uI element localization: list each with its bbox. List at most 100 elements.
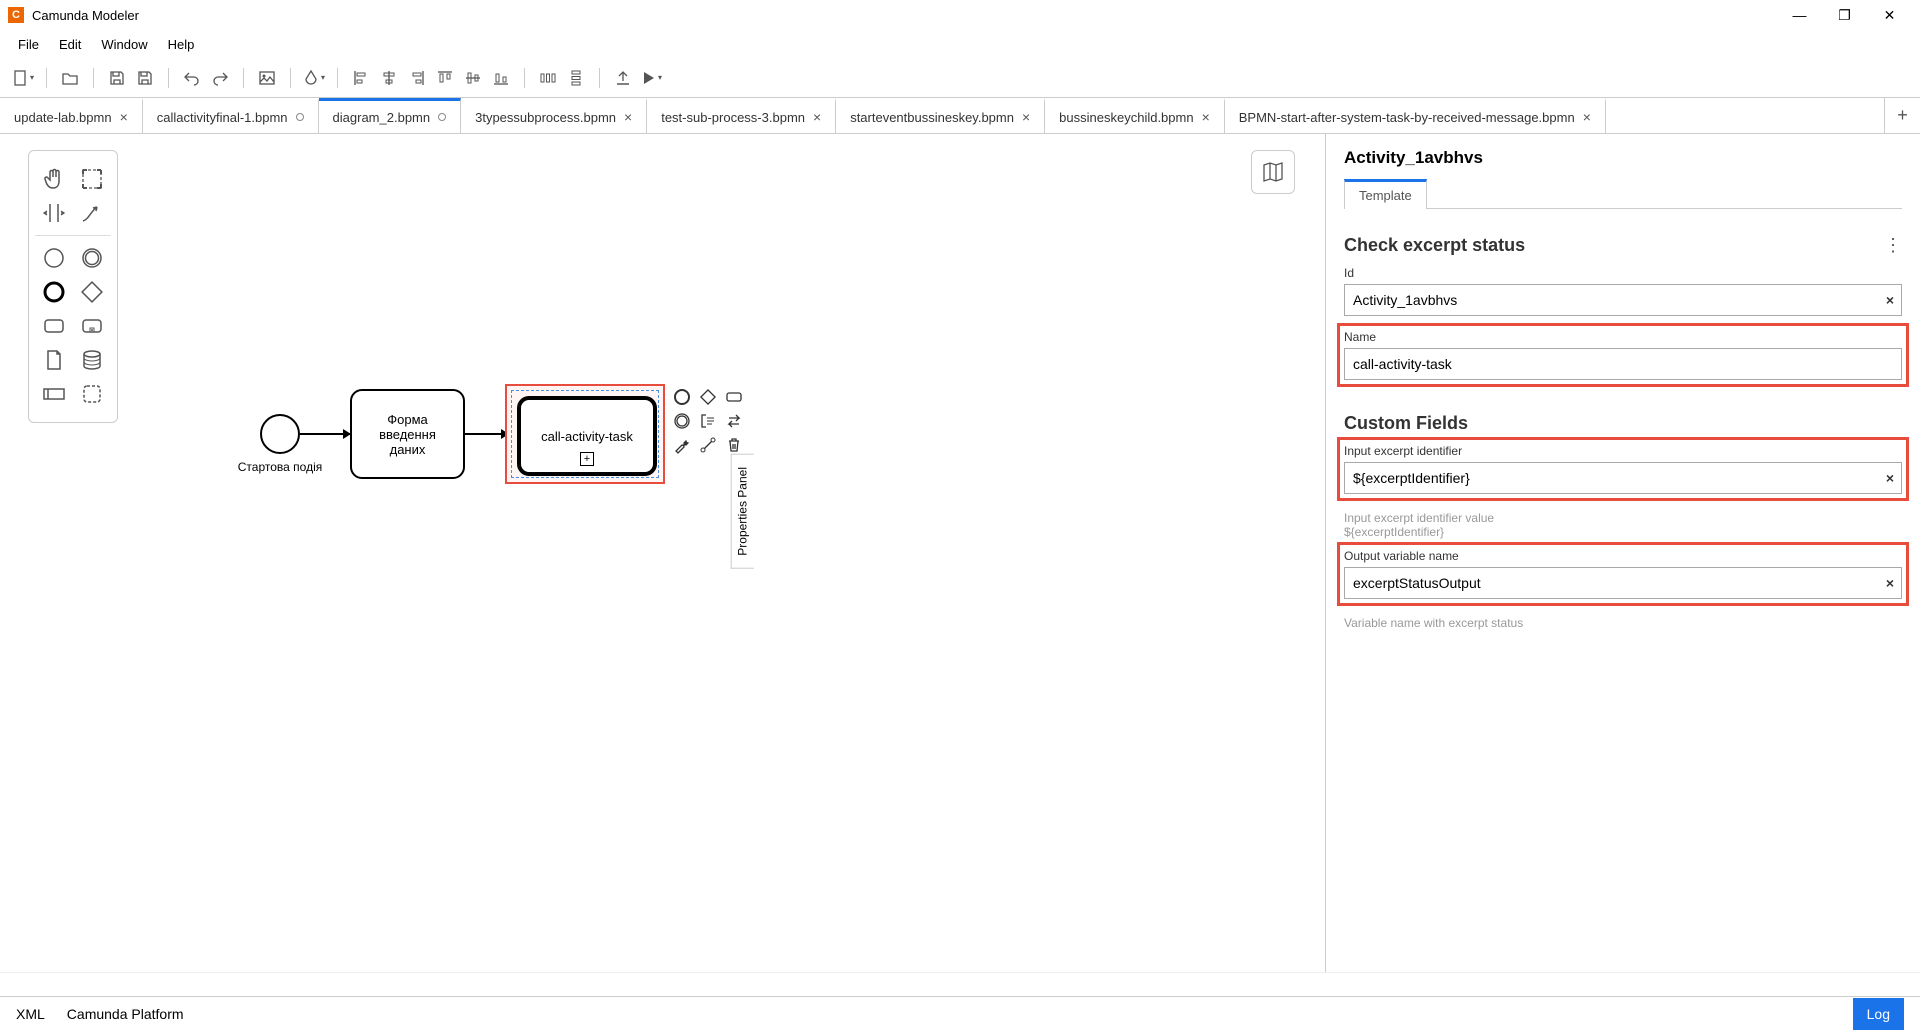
redo-button[interactable] xyxy=(209,67,231,89)
menu-window[interactable]: Window xyxy=(91,33,157,56)
field-label-output: Output variable name xyxy=(1344,549,1902,563)
align-bottom-button[interactable] xyxy=(490,67,512,89)
menu-edit[interactable]: Edit xyxy=(49,33,91,56)
user-task-node[interactable]: Форма введення даних xyxy=(350,389,465,479)
start-event-node[interactable]: Стартова подія xyxy=(260,414,300,454)
props-tab-template[interactable]: Template xyxy=(1344,179,1427,209)
close-icon[interactable]: × xyxy=(813,109,821,125)
canvas[interactable]: Стартова подія Форма введення даних call… xyxy=(0,134,1325,972)
titlebar: C Camunda Modeler — ❐ ✕ xyxy=(0,0,1920,30)
close-icon[interactable]: × xyxy=(624,109,632,125)
wrench-icon[interactable] xyxy=(672,435,692,455)
align-right-button[interactable] xyxy=(406,67,428,89)
field-label-name: Name xyxy=(1344,330,1902,344)
new-file-button[interactable] xyxy=(12,67,34,89)
call-activity-node[interactable]: call-activity-task + xyxy=(517,396,657,476)
change-type-icon[interactable] xyxy=(724,411,744,431)
save-button[interactable] xyxy=(106,67,128,89)
input-excerpt-input[interactable] xyxy=(1344,462,1902,494)
hand-tool-icon[interactable] xyxy=(40,165,68,193)
tab-starteventbussineskey[interactable]: starteventbussineskey.bpmn × xyxy=(836,98,1045,133)
tab-bpmn-start-after[interactable]: BPMN-start-after-system-task-by-received… xyxy=(1225,98,1606,133)
color-picker-button[interactable] xyxy=(303,67,325,89)
status-xml[interactable]: XML xyxy=(16,1006,45,1022)
data-store-icon[interactable] xyxy=(78,346,106,374)
tab-label: update-lab.bpmn xyxy=(14,110,112,125)
clear-icon[interactable]: × xyxy=(1886,292,1894,308)
id-input[interactable] xyxy=(1344,284,1902,316)
close-icon[interactable]: × xyxy=(1202,109,1210,125)
space-tool-icon[interactable] xyxy=(40,199,68,227)
tab-label: test-sub-process-3.bpmn xyxy=(661,110,805,125)
sequence-flow-2[interactable] xyxy=(465,433,508,435)
close-icon[interactable]: × xyxy=(120,109,128,125)
tab-callactivityfinal[interactable]: callactivityfinal-1.bpmn xyxy=(143,98,319,133)
props-header: Activity_1avbhvs Template xyxy=(1326,134,1920,217)
menu-help[interactable]: Help xyxy=(158,33,205,56)
name-input[interactable] xyxy=(1344,348,1902,380)
start-event-icon[interactable] xyxy=(40,244,68,272)
undo-button[interactable] xyxy=(181,67,203,89)
annotation-icon[interactable] xyxy=(698,411,718,431)
intermediate-event-icon[interactable] xyxy=(78,244,106,272)
tab-update-lab[interactable]: update-lab.bpmn × xyxy=(0,98,143,133)
lasso-tool-icon[interactable] xyxy=(78,165,106,193)
minimap-toggle[interactable] xyxy=(1251,150,1295,194)
menu-file[interactable]: File xyxy=(8,33,49,56)
connect-tool-icon[interactable] xyxy=(78,199,106,227)
task-icon[interactable] xyxy=(40,312,68,340)
append-end-event-icon[interactable] xyxy=(672,387,692,407)
props-element-title: Activity_1avbhvs xyxy=(1344,148,1902,168)
tab-diagram-2[interactable]: diagram_2.bpmn xyxy=(319,98,462,133)
clear-icon[interactable]: × xyxy=(1886,575,1894,591)
image-export-button[interactable] xyxy=(256,67,278,89)
subprocess-icon[interactable] xyxy=(78,312,106,340)
expand-marker-icon: + xyxy=(580,452,594,466)
close-window-button[interactable]: ✕ xyxy=(1867,0,1912,30)
tab-bussineskeychild[interactable]: bussineskeychild.bpmn× xyxy=(1045,98,1225,133)
append-gateway-icon[interactable] xyxy=(698,387,718,407)
sequence-flow-1[interactable] xyxy=(300,433,350,435)
participant-icon[interactable] xyxy=(40,380,68,408)
group-icon[interactable] xyxy=(78,380,106,408)
append-task-icon[interactable] xyxy=(724,387,744,407)
align-top-button[interactable] xyxy=(434,67,456,89)
tab-label: starteventbussineskey.bpmn xyxy=(850,110,1014,125)
field-label-id: Id xyxy=(1344,266,1902,280)
close-icon[interactable]: × xyxy=(1583,109,1591,125)
distribute-h-button[interactable] xyxy=(537,67,559,89)
minimize-button[interactable]: — xyxy=(1777,0,1822,30)
properties-panel-tab[interactable]: Properties Panel xyxy=(731,454,754,569)
section-title-check-excerpt: Check excerpt status xyxy=(1344,235,1525,256)
field-input-excerpt: Input excerpt identifier × xyxy=(1344,444,1902,494)
log-button[interactable]: Log xyxy=(1853,998,1904,1030)
align-center-h-button[interactable] xyxy=(378,67,400,89)
run-button[interactable] xyxy=(640,67,662,89)
tab-test-sub-process[interactable]: test-sub-process-3.bpmn × xyxy=(647,98,836,133)
output-hint: Variable name with excerpt status xyxy=(1344,616,1902,630)
maximize-button[interactable]: ❐ xyxy=(1822,0,1867,30)
open-file-button[interactable] xyxy=(59,67,81,89)
delete-icon[interactable] xyxy=(724,435,744,455)
close-icon[interactable]: × xyxy=(1022,109,1030,125)
tab-3typessubprocess[interactable]: 3typessubprocess.bpmn× xyxy=(461,98,647,133)
append-intermediate-event-icon[interactable] xyxy=(672,411,692,431)
data-object-icon[interactable] xyxy=(40,346,68,374)
save-as-button[interactable] xyxy=(134,67,156,89)
props-body: Check excerpt status ⋮ Id × Name xyxy=(1326,217,1920,648)
tabbar: update-lab.bpmn × callactivityfinal-1.bpm… xyxy=(0,98,1920,134)
status-platform[interactable]: Camunda Platform xyxy=(67,1006,184,1022)
gateway-icon[interactable] xyxy=(78,278,106,306)
dirty-indicator-icon xyxy=(438,113,446,121)
section-menu-icon[interactable]: ⋮ xyxy=(1884,235,1902,256)
add-tab-button[interactable]: + xyxy=(1884,98,1920,133)
deploy-button[interactable] xyxy=(612,67,634,89)
align-left-button[interactable] xyxy=(350,67,372,89)
clear-icon[interactable]: × xyxy=(1886,470,1894,486)
distribute-v-button[interactable] xyxy=(565,67,587,89)
field-label-input-excerpt: Input excerpt identifier xyxy=(1344,444,1902,458)
connect-icon[interactable] xyxy=(698,435,718,455)
align-center-v-button[interactable] xyxy=(462,67,484,89)
output-input[interactable] xyxy=(1344,567,1902,599)
end-event-icon[interactable] xyxy=(40,278,68,306)
